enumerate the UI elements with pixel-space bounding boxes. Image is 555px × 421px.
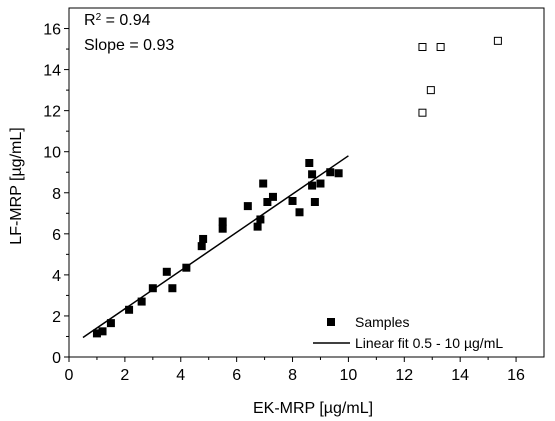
sample-point (92, 329, 101, 338)
plot-area: 0 2 4 6 8 10 12 14 16 0 2 4 6 8 10 12 14 16 (43, 7, 545, 384)
y-tick-label: 6 (52, 227, 61, 244)
sample-point (218, 224, 227, 233)
sample-point (125, 305, 134, 314)
x-tick-label: 12 (395, 367, 413, 384)
r-squared-superscript: 2 (96, 12, 102, 23)
data-marks (82, 36, 502, 339)
x-tick-label: 14 (451, 367, 469, 384)
sample-point (310, 198, 319, 207)
sample-point (106, 319, 115, 328)
y-tick-label: 14 (43, 63, 61, 80)
sample-point (162, 267, 171, 276)
outlier-point (436, 43, 445, 52)
r-squared-label: R (84, 12, 96, 29)
sample-point (259, 179, 268, 188)
sample-point (197, 242, 206, 251)
sample-point (168, 284, 177, 293)
sample-point (268, 192, 277, 201)
sample-point (243, 202, 252, 211)
sample-point (263, 198, 272, 207)
x-tick-label: 4 (176, 367, 185, 384)
y-tick-label: 10 (43, 145, 61, 162)
r-squared-annotation: R2 = 0.94 (84, 12, 151, 30)
y-tick-label: 8 (52, 186, 61, 203)
x-axis-ticks: 0 2 4 6 8 10 12 14 16 (65, 357, 525, 384)
sample-point (256, 215, 265, 224)
sample-point (253, 222, 262, 231)
legend-samples-label: Samples (355, 314, 409, 330)
y-tick-label: 4 (52, 268, 61, 285)
legend-samples-marker (327, 318, 335, 326)
sample-point (334, 169, 343, 178)
r-squared-value: = 0.94 (101, 12, 150, 29)
outlier-point (418, 43, 427, 52)
sample-point (137, 297, 146, 306)
axes-frame (68, 7, 545, 358)
sample-point (199, 234, 208, 243)
sample-point (218, 217, 227, 226)
legend-fit-label: Linear fit 0.5 - 10 µg/mL (355, 335, 503, 351)
sample-point (308, 181, 317, 190)
slope-annotation: Slope = 0.93 (84, 37, 174, 54)
x-axis-title: EK-MRP [µg/mL] (253, 400, 373, 417)
sample-point (182, 263, 191, 272)
y-axis-ticks: 0 2 4 6 8 10 12 14 16 (43, 22, 69, 367)
x-tick-label: 8 (288, 367, 297, 384)
sample-point (295, 208, 304, 217)
y-tick-label: 2 (52, 309, 61, 326)
sample-point (326, 168, 335, 177)
sample-point (316, 179, 325, 188)
x-tick-label: 2 (120, 367, 129, 384)
y-tick-label: 0 (52, 350, 61, 367)
sample-point (148, 284, 157, 293)
y-tick-label: 16 (43, 22, 61, 39)
sample-point (308, 170, 317, 179)
legend: Samples Linear fit 0.5 - 10 µg/mL (313, 314, 503, 351)
x-tick-label: 16 (507, 367, 525, 384)
outlier-point (493, 36, 502, 45)
sample-point (98, 327, 107, 336)
sample-point (288, 196, 297, 205)
outlier-point (418, 108, 427, 117)
linear-fit-line (82, 155, 349, 339)
x-tick-label: 10 (340, 367, 358, 384)
x-tick-label: 6 (232, 367, 241, 384)
x-tick-label: 0 (65, 367, 74, 384)
sample-point (305, 158, 314, 167)
outlier-point (426, 86, 435, 95)
plot-frame (68, 7, 545, 358)
y-axis-title: LF-MRP [µg/mL] (8, 127, 25, 244)
y-tick-label: 12 (43, 104, 61, 121)
